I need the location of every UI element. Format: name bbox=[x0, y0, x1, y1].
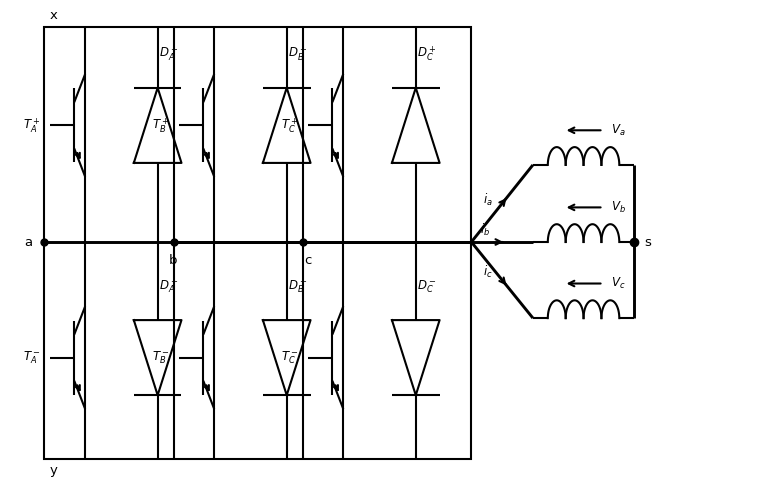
Text: $i_b$: $i_b$ bbox=[480, 222, 490, 238]
Text: $T_B^-$: $T_B^-$ bbox=[152, 349, 169, 366]
Text: a: a bbox=[25, 236, 32, 248]
Text: $V_c$: $V_c$ bbox=[611, 276, 626, 291]
Text: y: y bbox=[49, 465, 57, 477]
Text: $D_A^-$: $D_A^-$ bbox=[159, 279, 178, 295]
Text: $D_B^-$: $D_B^-$ bbox=[288, 279, 307, 295]
Text: $D_C^+$: $D_C^+$ bbox=[417, 44, 437, 63]
Text: b: b bbox=[169, 254, 177, 267]
Text: s: s bbox=[644, 236, 651, 248]
Text: $T_A^-$: $T_A^-$ bbox=[22, 349, 40, 366]
Text: $V_b$: $V_b$ bbox=[611, 200, 626, 215]
Text: $i_c$: $i_c$ bbox=[484, 264, 493, 280]
Text: $T_C^+$: $T_C^+$ bbox=[281, 116, 299, 135]
Text: $V_a$: $V_a$ bbox=[611, 123, 626, 138]
Text: $D_B^+$: $D_B^+$ bbox=[288, 44, 307, 63]
Text: $D_A^+$: $D_A^+$ bbox=[159, 44, 178, 63]
Text: $D_C^-$: $D_C^-$ bbox=[417, 279, 437, 295]
Text: $T_B^+$: $T_B^+$ bbox=[152, 116, 169, 135]
Bar bbox=[45, 27, 471, 459]
Text: $T_C^-$: $T_C^-$ bbox=[281, 349, 299, 366]
Text: x: x bbox=[49, 9, 57, 22]
Text: $i_a$: $i_a$ bbox=[484, 192, 493, 208]
Text: c: c bbox=[305, 254, 312, 267]
Text: $T_A^+$: $T_A^+$ bbox=[22, 116, 40, 135]
